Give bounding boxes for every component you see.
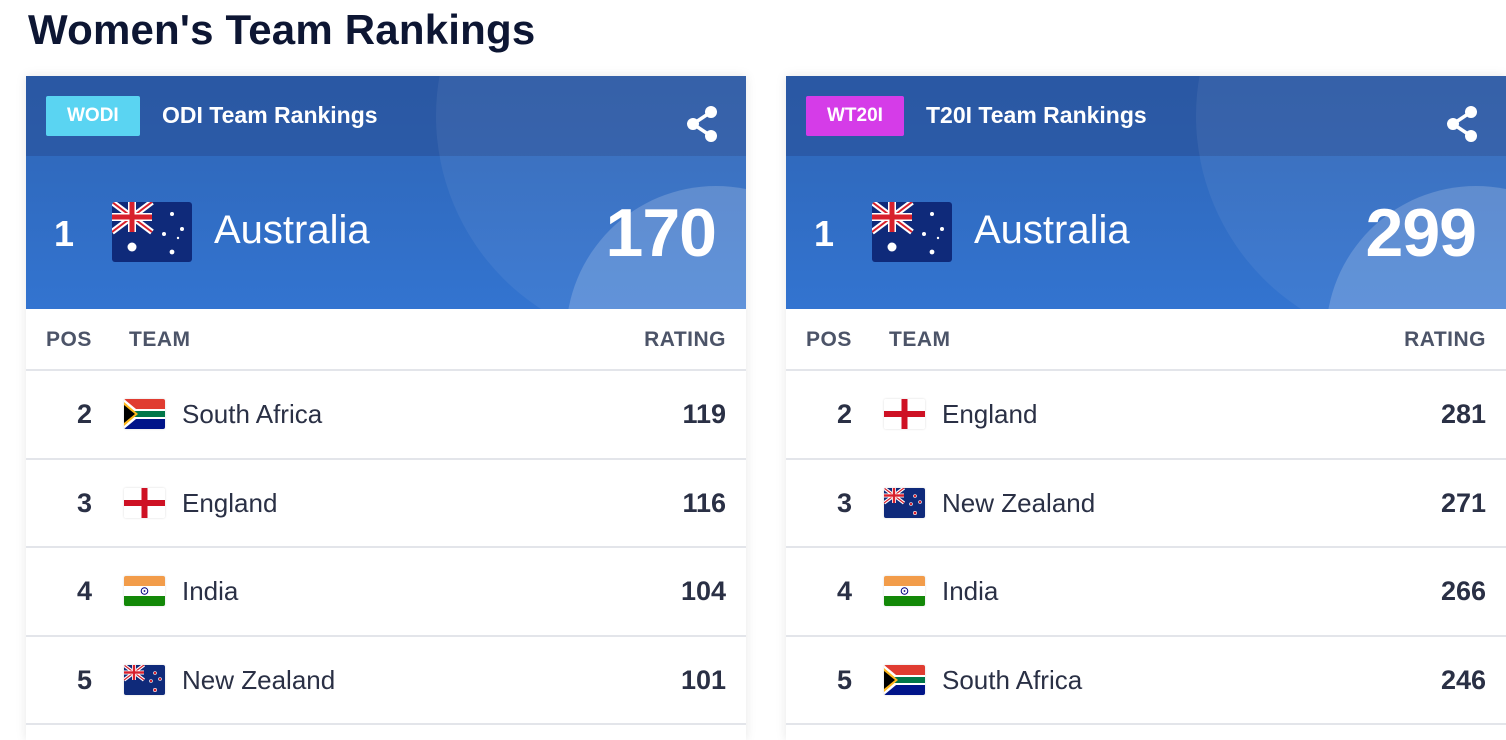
- team-rating: 271: [1440, 487, 1486, 518]
- south-africa-flag-icon: [124, 399, 165, 429]
- leader-team-name[interactable]: Australia: [214, 208, 370, 252]
- team-rating: 281: [1440, 399, 1486, 429]
- south-africa-flag-icon: [884, 664, 925, 695]
- table-row[interactable]: 2 England 281: [786, 371, 1506, 460]
- team-name[interactable]: South Africa: [942, 664, 1083, 695]
- team-rating: 101: [680, 664, 726, 695]
- table-row[interactable]: 3 New Zealand 271: [786, 460, 1506, 548]
- team-name[interactable]: New Zealand: [182, 664, 336, 695]
- odi-rankings-card: WODI ODI Team Rankings 1 Australia 170 P…: [26, 76, 746, 740]
- table-row[interactable]: 4 India 104: [26, 548, 746, 637]
- table-header: POS TEAM RATING: [786, 309, 1506, 371]
- column-header-rating: RATING: [644, 328, 726, 351]
- table-row[interactable]: 5 South Africa 246: [786, 637, 1506, 725]
- india-flag-icon: [884, 576, 925, 606]
- england-flag-icon: [884, 399, 925, 429]
- australia-flag-icon: [112, 202, 192, 262]
- card-title[interactable]: T20I Team Rankings: [926, 102, 1147, 128]
- team-name[interactable]: India: [942, 576, 999, 606]
- team-name[interactable]: South Africa: [182, 399, 323, 429]
- row-position: 5: [836, 664, 852, 695]
- row-position: 2: [76, 399, 92, 429]
- leader-position: 1: [54, 213, 75, 254]
- team-name[interactable]: England: [942, 399, 1038, 429]
- column-header-team: TEAM: [889, 328, 951, 351]
- table-row[interactable]: 2 South Africa 119: [26, 371, 746, 460]
- leader-rating: 170: [605, 195, 717, 271]
- format-badge[interactable]: WT20I: [806, 96, 904, 136]
- card-header: WT20I T20I Team Rankings 1 Australia 299: [786, 76, 1506, 309]
- format-badge[interactable]: WODI: [46, 96, 140, 136]
- row-position: 2: [836, 399, 852, 429]
- column-header-pos: POS: [806, 328, 852, 351]
- new-zealand-flag-icon: [124, 664, 165, 695]
- australia-flag-icon: [872, 202, 952, 262]
- row-position: 4: [76, 576, 92, 606]
- team-rating: 104: [680, 576, 726, 606]
- card-title[interactable]: ODI Team Rankings: [162, 102, 378, 128]
- new-zealand-flag-icon: [884, 487, 925, 518]
- india-flag-icon: [124, 576, 165, 606]
- row-position: 3: [76, 487, 92, 518]
- table-row[interactable]: 5 New Zealand 101: [26, 637, 746, 725]
- row-position: 4: [836, 576, 852, 606]
- team-name[interactable]: New Zealand: [942, 487, 1096, 518]
- leader-position: 1: [814, 213, 835, 254]
- t20i-rankings-card: WT20I T20I Team Rankings 1 Australia 299…: [786, 76, 1506, 740]
- column-header-pos: POS: [46, 328, 92, 351]
- leader-team-name[interactable]: Australia: [974, 208, 1130, 252]
- team-rating: 116: [682, 487, 726, 518]
- table-row[interactable]: 4 India 266: [786, 548, 1506, 637]
- team-rating: 266: [1440, 576, 1486, 606]
- share-icon[interactable]: [684, 104, 720, 144]
- team-rating: 246: [1440, 664, 1486, 695]
- page-title: Women's Team Rankings: [28, 6, 536, 53]
- england-flag-icon: [124, 487, 165, 518]
- table-row[interactable]: 3 England 116: [26, 460, 746, 548]
- row-position: 3: [836, 487, 852, 518]
- team-rating: 119: [682, 399, 726, 429]
- leader-rating: 299: [1365, 195, 1477, 271]
- team-name[interactable]: India: [182, 576, 239, 606]
- column-header-team: TEAM: [129, 328, 191, 351]
- column-header-rating: RATING: [1404, 328, 1486, 351]
- card-header: WODI ODI Team Rankings 1 Australia 170: [26, 76, 746, 309]
- team-name[interactable]: England: [182, 487, 278, 518]
- row-position: 5: [76, 664, 92, 695]
- table-header: POS TEAM RATING: [26, 309, 746, 371]
- share-icon[interactable]: [1444, 104, 1480, 144]
